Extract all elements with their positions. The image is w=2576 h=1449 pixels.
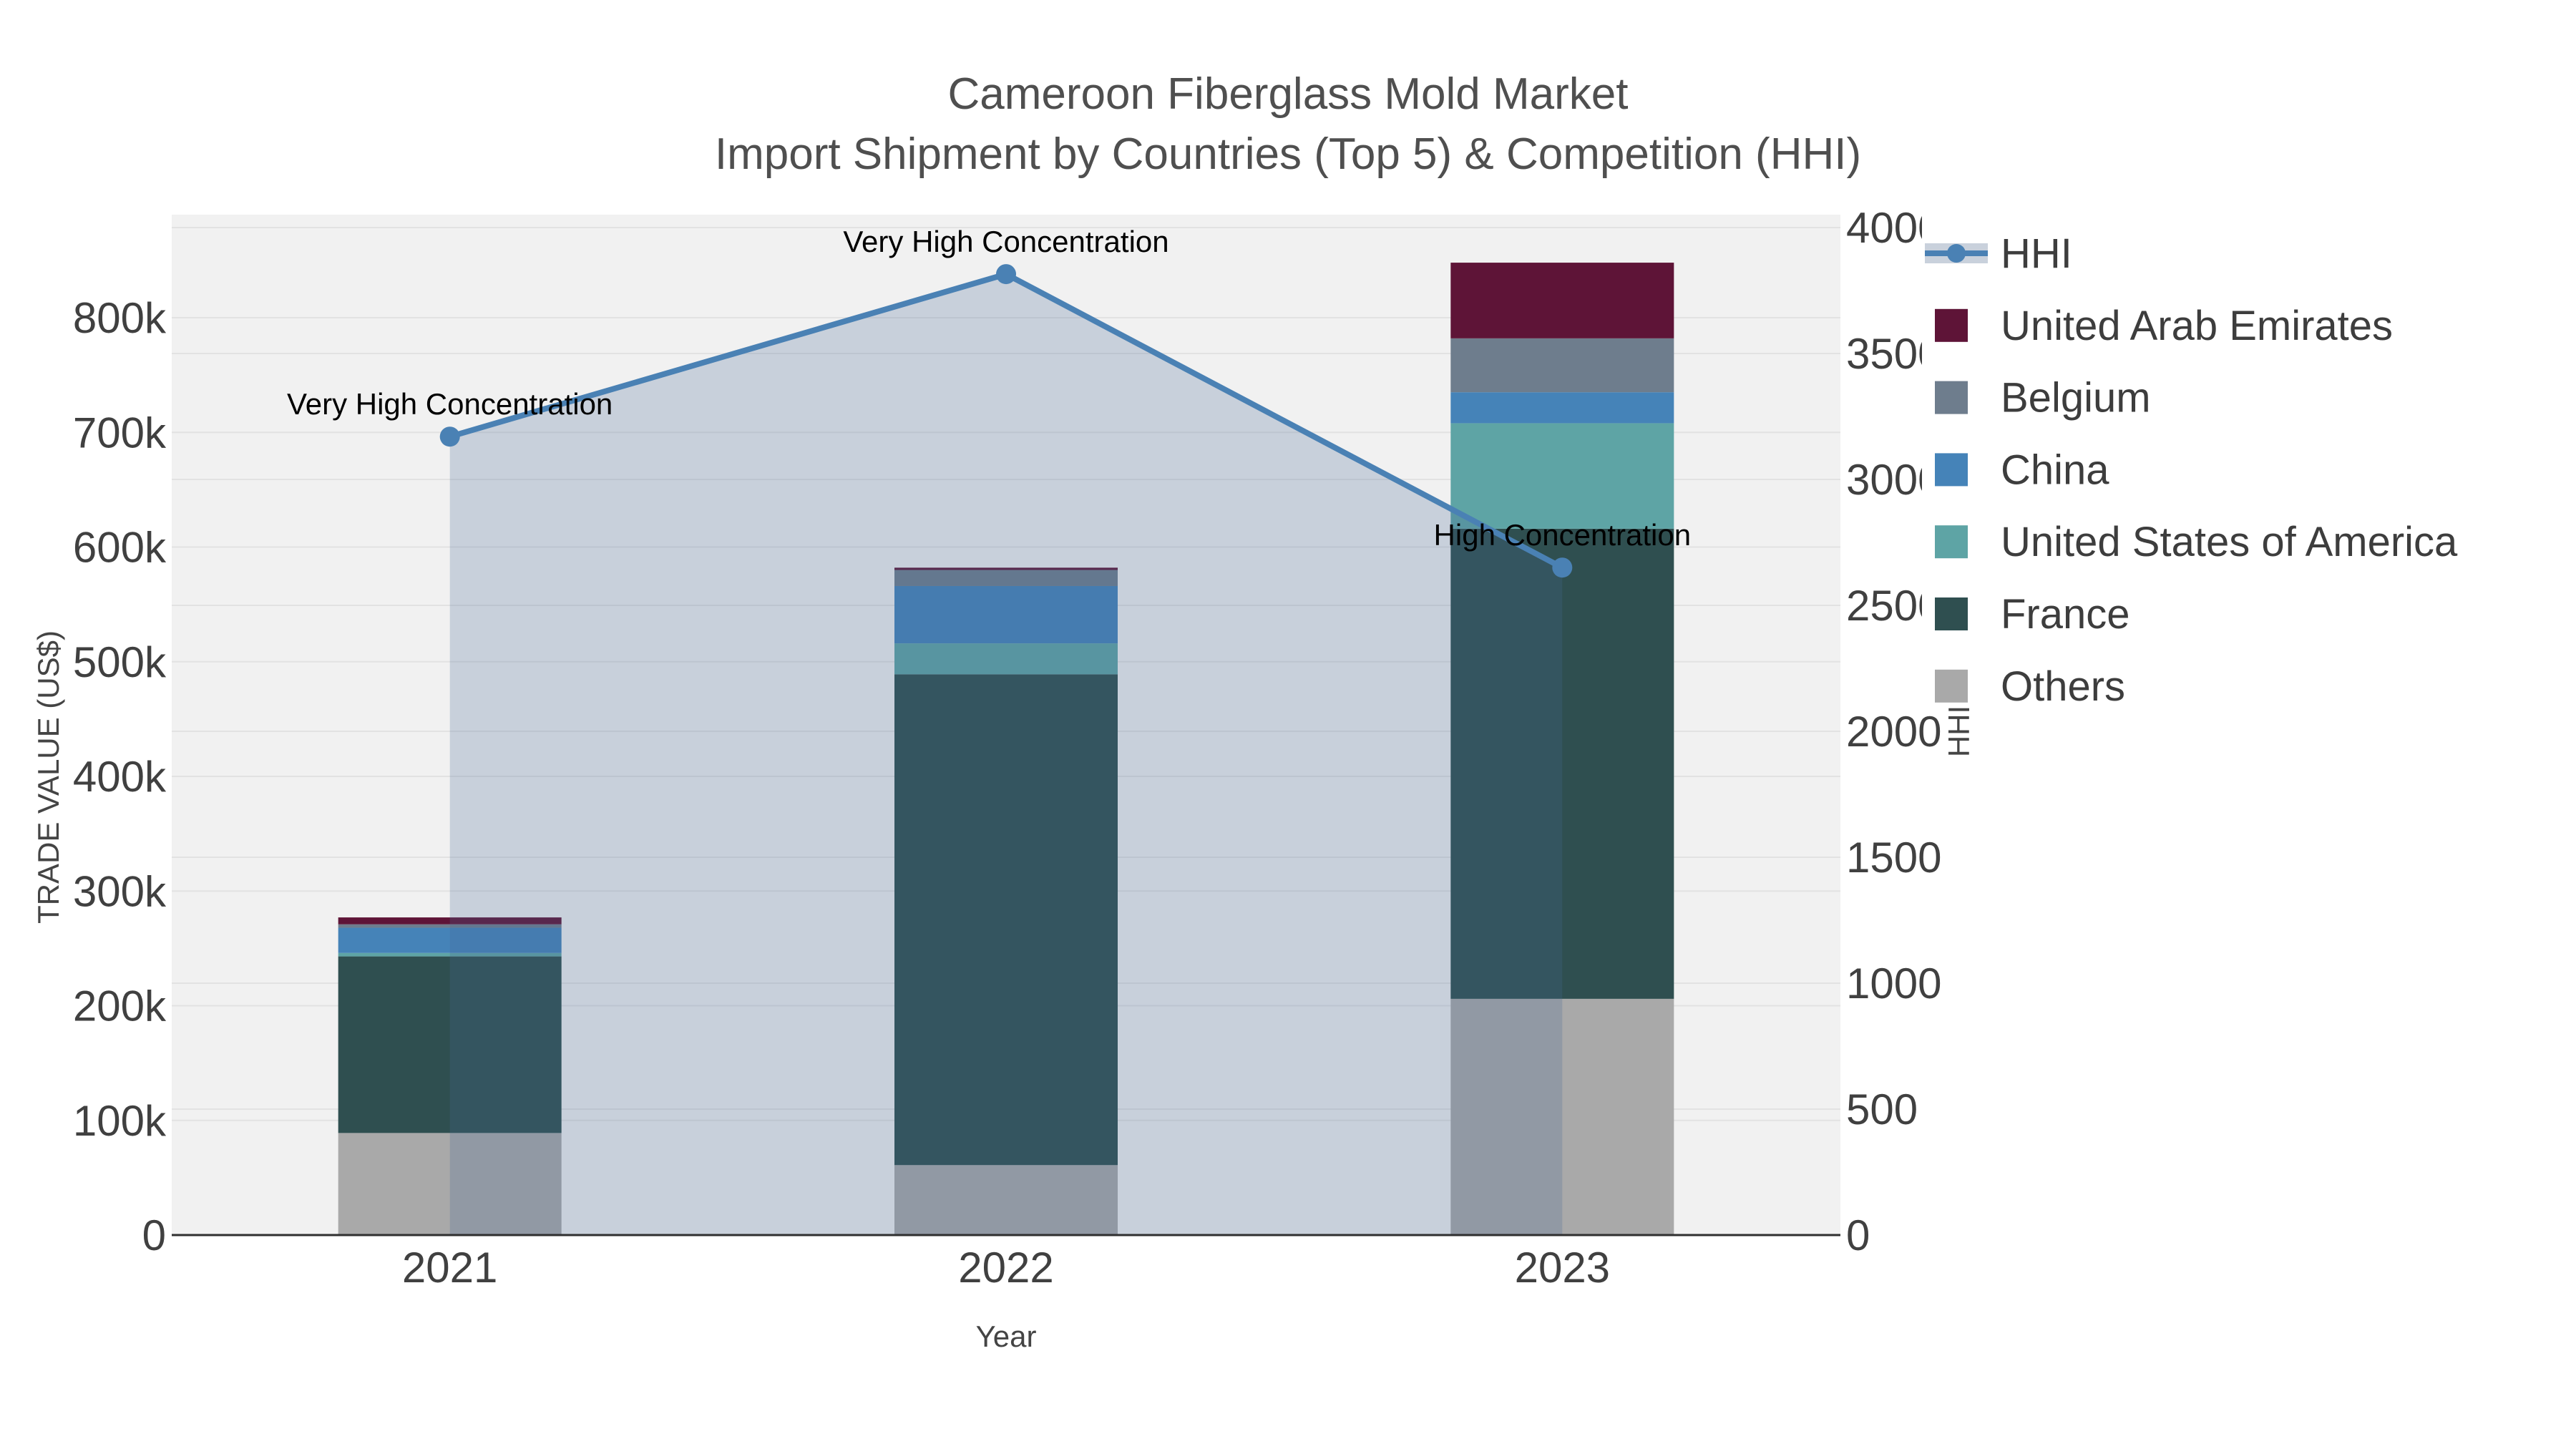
left-tick-300k: 300k — [73, 867, 167, 915]
legend-item-united-states-of-america[interactable]: United States of America — [1935, 519, 2458, 565]
legend-swatch-united-arab-emirates — [1935, 308, 1968, 342]
bar-segment-2022-others[interactable] — [894, 1165, 1118, 1235]
bar-segment-2023-france[interactable] — [1450, 528, 1674, 999]
bar-segment-2022-china[interactable] — [894, 585, 1118, 644]
legend-label-france: France — [2001, 591, 2130, 638]
hhi-point-2022[interactable] — [996, 264, 1016, 285]
chart-title-line1: Cameroon Fiberglass Mold Market — [947, 69, 1628, 119]
x-axis-title: Year — [976, 1319, 1037, 1353]
legend-item-belgium[interactable]: Belgium — [1935, 375, 2151, 421]
legend-swatch-others — [1935, 669, 1968, 703]
bar-segment-2021-china[interactable] — [338, 927, 562, 953]
right-tick-0: 0 — [1846, 1211, 1870, 1259]
bar-segment-2023-united-states-of-america[interactable] — [1450, 423, 1674, 529]
bar-segment-2023-united-arab-emirates[interactable] — [1450, 263, 1674, 338]
bar-segment-2023-others[interactable] — [1450, 998, 1674, 1235]
bar-segment-2021-united-arab-emirates[interactable] — [338, 917, 562, 924]
bar-segment-2021-france[interactable] — [338, 956, 562, 1133]
left-tick-200k: 200k — [73, 982, 167, 1030]
legend-item-united-arab-emirates[interactable]: United Arab Emirates — [1935, 303, 2393, 349]
bar-segment-2021-united-states-of-america[interactable] — [338, 952, 562, 957]
bar-segment-2021-others[interactable] — [338, 1133, 562, 1235]
legend-swatch-belgium — [1935, 381, 1968, 414]
legend-label-hhi: HHI — [2001, 230, 2072, 277]
x-tick-2021: 2021 — [402, 1244, 497, 1292]
bar-segment-2022-united-states-of-america[interactable] — [894, 643, 1118, 675]
right-axis-title: HHI — [1942, 706, 1976, 757]
legend-swatch-france — [1935, 597, 1968, 630]
left-tick-700k: 700k — [73, 409, 167, 457]
x-tick-2022: 2022 — [958, 1244, 1053, 1292]
hhi-area-fill — [449, 274, 1563, 1236]
left-tick-0: 0 — [142, 1211, 166, 1259]
right-tick-500: 500 — [1846, 1085, 1918, 1133]
legend-hhi-marker-icon — [1947, 244, 1966, 263]
annotation-2021: Very High Concentration — [287, 387, 613, 421]
bar-segment-2023-belgium[interactable] — [1450, 338, 1674, 393]
legend-label-united-states-of-america: United States of America — [2001, 519, 2458, 565]
chart-title-line2: Import Shipment by Countries (Top 5) & C… — [715, 130, 1861, 179]
right-tick-1000: 1000 — [1846, 960, 1941, 1008]
legend-label-united-arab-emirates: United Arab Emirates — [2001, 303, 2393, 349]
left-tick-400k: 400k — [73, 753, 167, 801]
legend-swatch-china — [1935, 453, 1968, 487]
x-tick-2023: 2023 — [1515, 1244, 1610, 1292]
bar-segment-2023-china[interactable] — [1450, 392, 1674, 424]
left-tick-800k: 800k — [73, 294, 167, 342]
legend-item-china[interactable]: China — [1935, 447, 2109, 493]
hhi-point-2021[interactable] — [439, 426, 460, 447]
bar-segment-2022-france[interactable] — [894, 674, 1118, 1166]
left-axis-tick-labels: 0 100k 200k 300k 400k 500k 600k 700k 800k — [73, 294, 167, 1259]
legend-swatch-united-states-of-america — [1935, 525, 1968, 559]
legend-label-others: Others — [2001, 663, 2125, 710]
right-tick-1500: 1500 — [1846, 834, 1941, 882]
legend-item-others[interactable]: Others — [1935, 663, 2125, 710]
hhi-point-2023[interactable] — [1552, 557, 1573, 578]
left-tick-100k: 100k — [73, 1097, 167, 1145]
left-tick-500k: 500k — [73, 638, 167, 686]
stacked-bars — [338, 263, 1674, 1235]
legend-background — [1922, 200, 2550, 712]
bar-segment-2022-united-arab-emirates[interactable] — [894, 567, 1118, 570]
legend: HHI United Arab Emirates Belgium China Unite… — [1922, 200, 2550, 712]
annotation-2023: High Concentration — [1434, 518, 1692, 552]
bar-segment-2021-belgium[interactable] — [338, 924, 562, 928]
bar-segment-2022-belgium[interactable] — [894, 570, 1118, 586]
left-axis-title: TRADE VALUE (US$) — [31, 630, 65, 924]
annotation-2022: Very High Concentration — [843, 225, 1169, 258]
legend-item-hhi[interactable]: HHI — [1925, 230, 2072, 277]
legend-label-china: China — [2001, 447, 2109, 493]
right-tick-2000: 2000 — [1846, 708, 1941, 756]
x-axis-tick-labels: 2021 2022 2023 — [402, 1244, 1610, 1292]
left-tick-600k: 600k — [73, 524, 167, 572]
hhi-line-series — [439, 264, 1573, 578]
annotations: Very High Concentration Very High Concent… — [287, 225, 1691, 552]
legend-item-france[interactable]: France — [1935, 591, 2130, 638]
legend-label-belgium: Belgium — [2001, 375, 2151, 421]
